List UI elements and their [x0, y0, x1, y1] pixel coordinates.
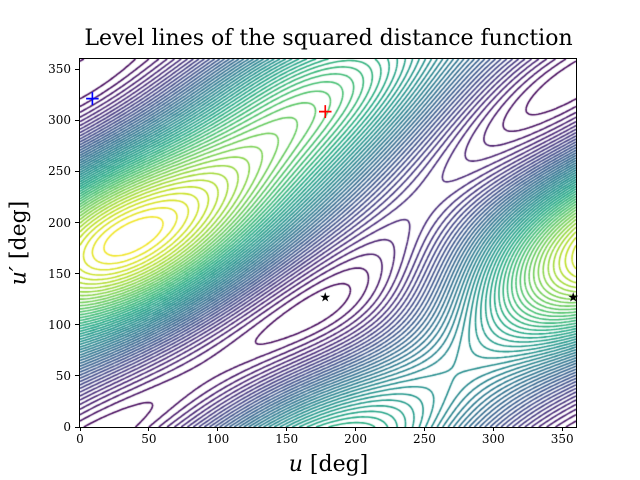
x-tick-mark — [492, 427, 494, 431]
y-tick-label: 300 — [48, 113, 71, 128]
x-tick-mark — [79, 427, 81, 431]
x-tick-label: 300 — [481, 432, 505, 446]
x-axis-variable: u — [288, 452, 303, 477]
x-tick-label: 0 — [76, 432, 84, 446]
x-tick-mark — [217, 427, 219, 431]
x-tick-label: 200 — [344, 432, 367, 446]
x-axis-label: u [deg] — [80, 452, 577, 477]
y-tick-mark — [75, 324, 79, 326]
y-axis-variable: u′ — [6, 266, 32, 286]
y-tick-mark — [75, 68, 79, 70]
y-tick-label: 50 — [55, 368, 71, 383]
x-tick-mark — [423, 427, 425, 431]
y-tick-mark — [75, 375, 79, 377]
contour-canvas — [80, 59, 576, 427]
y-tick-label: 0 — [63, 420, 71, 434]
x-tick-label: 100 — [206, 432, 230, 446]
x-tick-label: 350 — [550, 432, 574, 446]
y-tick-mark — [75, 170, 79, 172]
x-tick-mark — [286, 427, 288, 431]
y-tick-mark — [75, 426, 79, 428]
y-tick-label: 250 — [48, 164, 71, 179]
y-tick-mark — [75, 119, 79, 121]
y-tick-label: 100 — [48, 317, 71, 332]
y-tick-label: 350 — [48, 62, 71, 77]
x-tick-mark — [148, 427, 150, 431]
y-tick-label: 200 — [48, 215, 71, 230]
y-tick-mark — [75, 273, 79, 275]
y-axis-label: u′ [deg] — [7, 201, 32, 286]
x-tick-label: 150 — [275, 432, 299, 446]
x-tick-mark — [355, 427, 357, 431]
chart-title: Level lines of the squared distance func… — [84, 26, 573, 51]
y-tick-label: 150 — [48, 266, 71, 281]
x-tick-label: 250 — [412, 432, 436, 446]
x-tick-label: 50 — [141, 432, 157, 446]
y-tick-mark — [75, 222, 79, 224]
plot-area — [79, 58, 577, 428]
y-axis-unit: [deg] — [6, 200, 32, 267]
x-tick-mark — [561, 427, 563, 431]
x-axis-unit: [deg] — [302, 452, 369, 477]
